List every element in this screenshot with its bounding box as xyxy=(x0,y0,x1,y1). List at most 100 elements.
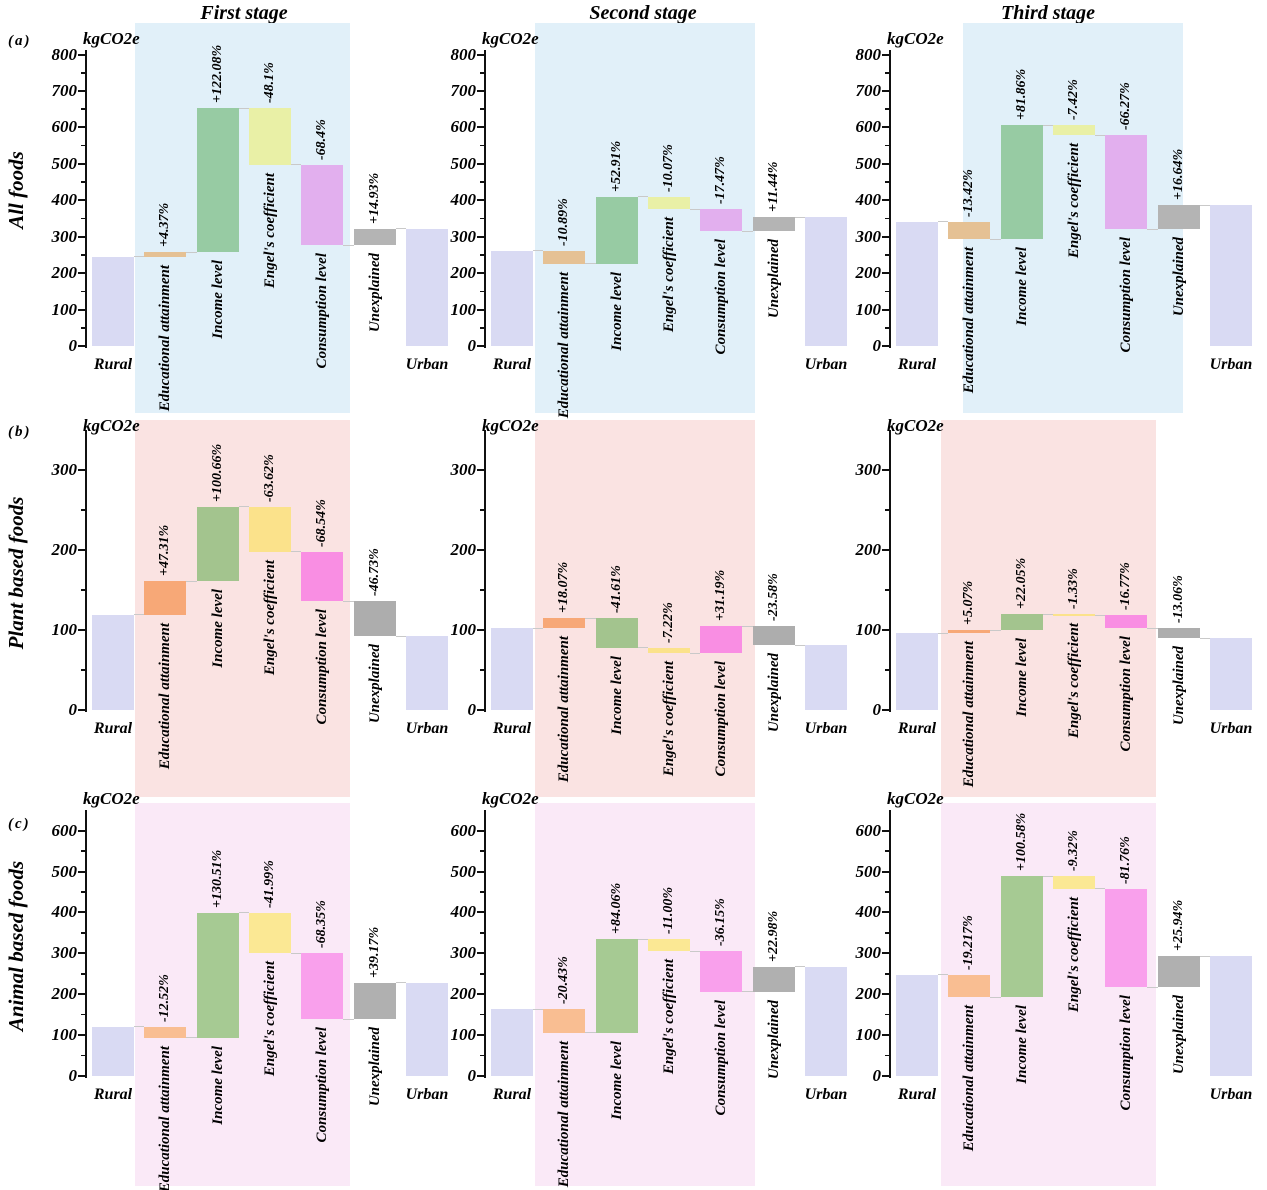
y-tick-label: 100 xyxy=(855,299,882,319)
category-label-unexplained: Unexplained xyxy=(366,644,383,724)
connector-line xyxy=(637,647,648,649)
pct-label-unexplained: -13.06% xyxy=(1170,575,1186,624)
bar-consumption-level xyxy=(1105,888,1148,988)
y-tick-label: 200 xyxy=(51,540,78,559)
y-tick-minor xyxy=(480,669,484,671)
bar-income-level xyxy=(196,506,239,582)
category-label-engel-s-coefficient: Engel's coefficient xyxy=(1065,896,1082,1012)
y-tick-major xyxy=(477,549,484,551)
y-tick-label: 800 xyxy=(51,44,78,64)
y-tick-major xyxy=(477,345,484,347)
y-tick-minor xyxy=(480,217,484,220)
pct-label-income-level: +130.51% xyxy=(209,849,225,908)
connector-line xyxy=(689,208,701,210)
y-tick-label: 300 xyxy=(51,943,78,963)
bar-rural xyxy=(896,633,938,710)
bar-income-level xyxy=(595,618,638,648)
bar-rural xyxy=(491,250,533,346)
bar-unexplained xyxy=(353,982,396,1020)
category-label-educational-attainment: Educational attainment xyxy=(157,622,174,770)
y-tick-minor xyxy=(480,1013,484,1016)
xaxis-label-urban: Urban xyxy=(804,356,848,373)
y-tick-minor xyxy=(81,217,85,220)
y-tick-minor xyxy=(81,108,85,110)
y-tick-major xyxy=(882,911,889,914)
y-tick-label: 200 xyxy=(51,263,78,283)
y-tick-minor xyxy=(885,254,889,256)
bar-unexplained xyxy=(752,966,795,992)
category-label-unexplained: Unexplained xyxy=(1170,995,1187,1075)
y-tick-major xyxy=(78,911,85,914)
y-tick-minor xyxy=(885,1013,889,1016)
pct-label-consumption-level: -68.35% xyxy=(314,900,330,949)
category-label-consumption-level: Consumption level xyxy=(1118,237,1135,353)
row-tag-c: (c) xyxy=(8,816,31,832)
bar-income-level xyxy=(196,912,239,1038)
y-tick-major xyxy=(882,829,889,832)
connector-line xyxy=(134,614,145,616)
y-tick-major xyxy=(78,1075,85,1077)
y-tick-major xyxy=(882,162,889,165)
pct-label-educational-attainment: +4.37% xyxy=(157,202,173,247)
y-tick-major xyxy=(78,629,85,631)
y-tick-major xyxy=(477,1034,484,1037)
y-tick-label: 100 xyxy=(51,1025,78,1045)
y-tick-minor xyxy=(81,1054,85,1057)
y-tick-minor xyxy=(81,509,85,511)
connector-line xyxy=(689,652,701,654)
xaxis-label-urban: Urban xyxy=(1209,720,1253,737)
pct-label-educational-attainment: +5.07% xyxy=(961,580,977,625)
y-tick-label: 300 xyxy=(855,460,882,479)
bar-consumption-level xyxy=(301,164,344,246)
panel-background-plant-based-foods-third-stage xyxy=(941,420,1156,797)
xaxis-label-rural: Rural xyxy=(492,720,532,737)
category-label-income-level: Income level xyxy=(1013,247,1030,326)
connector-line xyxy=(238,506,249,508)
connector-line xyxy=(395,982,406,984)
y-tick-label: 600 xyxy=(450,117,477,137)
connector-line xyxy=(990,996,1001,998)
y-tick-minor xyxy=(885,932,889,934)
y-tick-label: 400 xyxy=(51,902,78,922)
y-tick-major xyxy=(882,53,889,56)
y-tick-major xyxy=(882,126,889,129)
bar-income-level xyxy=(595,939,638,1033)
y-tick-label: 0 xyxy=(872,1066,882,1085)
y-axis xyxy=(888,810,891,1078)
y-tick-major xyxy=(477,469,484,471)
y-tick-major xyxy=(78,549,85,551)
bar-urban xyxy=(405,636,448,710)
category-label-income-level: Income level xyxy=(209,1045,226,1125)
xaxis-label-urban: Urban xyxy=(1209,356,1253,373)
connector-line xyxy=(1094,888,1106,890)
y-tick-major xyxy=(882,89,889,92)
y-tick-major xyxy=(477,911,484,914)
y-tick-label: 400 xyxy=(450,190,477,210)
pct-label-consumption-level: -68.54% xyxy=(314,498,330,547)
y-axis xyxy=(888,430,891,712)
row-tag-b: (b) xyxy=(8,424,32,440)
bar-educational-attainment xyxy=(543,1009,586,1033)
y-tick-label: 100 xyxy=(855,620,882,639)
unit-label: kgCO2e xyxy=(83,29,140,48)
connector-line xyxy=(290,164,302,166)
connector-line xyxy=(395,635,406,637)
category-label-income-level: Income level xyxy=(608,655,625,735)
pct-label-unexplained: -23.58% xyxy=(765,573,781,621)
y-tick-minor xyxy=(81,589,85,591)
y-tick-minor xyxy=(81,669,85,671)
y-tick-major xyxy=(477,829,484,832)
pct-label-engel-s-coefficient: -7.42% xyxy=(1065,79,1081,121)
y-tick-minor xyxy=(885,1054,889,1057)
bar-educational-attainment xyxy=(144,1026,187,1038)
connector-line xyxy=(742,991,753,993)
y-tick-label: 500 xyxy=(450,153,477,173)
category-label-income-level: Income level xyxy=(608,1040,625,1120)
bar-rural xyxy=(896,974,938,1076)
unit-label: kgCO2e xyxy=(83,789,140,808)
bar-engel-s-coefficient xyxy=(1052,125,1095,136)
y-tick-label: 200 xyxy=(855,984,882,1004)
bar-rural xyxy=(491,628,533,710)
pct-label-unexplained: +25.94% xyxy=(1170,900,1186,952)
